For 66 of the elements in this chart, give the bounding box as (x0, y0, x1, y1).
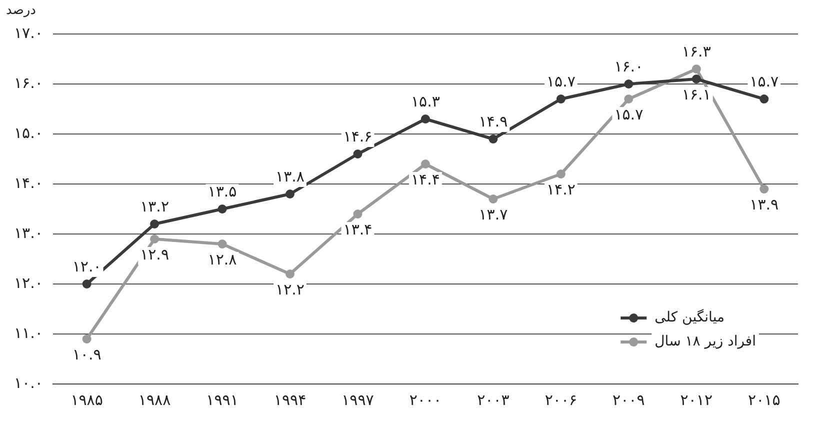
x-tick-label: ۱۹۸۸ (138, 390, 171, 409)
point (760, 184, 769, 194)
y-tick-label: ۱۴.۰ (14, 174, 43, 192)
x-tick-label: ۲۰۰۹ (612, 390, 645, 409)
x-tick-label: ۲۰۰۶ (544, 390, 578, 409)
point (556, 94, 566, 104)
point (353, 150, 362, 158)
data-label: ۱۵.۷ (614, 105, 644, 124)
y-tick-label: ۱۶.۰ (14, 74, 43, 92)
x-tick-label: ۲۰۱۲ (680, 390, 713, 409)
point (420, 114, 430, 124)
data-label: ۱۶.۰ (614, 57, 644, 76)
point (218, 204, 227, 214)
y-axis-title: درصد (6, 2, 36, 18)
data-label: ۱۲.۹ (140, 245, 170, 264)
data-label: ۱۵.۳ (410, 92, 440, 110)
y-tick-label: ۱۳.۰ (14, 224, 43, 242)
point (760, 94, 769, 104)
data-label: ۱۰.۹ (72, 345, 102, 364)
point (286, 270, 295, 278)
point (624, 80, 634, 88)
data-label: ۱۴.۴ (410, 170, 440, 188)
data-label: ۱۴.۲ (546, 180, 576, 198)
data-label: ۱۶.۳ (682, 42, 711, 60)
x-tick-label: ۱۹۹۷ (342, 390, 374, 409)
data-label: ۱۴.۶ (343, 127, 372, 146)
y-tick-label: ۱۵.۰ (14, 124, 43, 142)
legend-label: میانگین کلی (654, 308, 725, 326)
data-label: ۱۶.۱ (682, 85, 711, 104)
point (82, 280, 92, 288)
x-tick-label: ۱۹۹۱ (206, 390, 238, 409)
point (624, 94, 634, 104)
point (488, 194, 498, 204)
point (692, 64, 701, 74)
data-label: ۱۳.۸ (276, 167, 304, 186)
point (82, 334, 92, 344)
point (692, 74, 701, 84)
data-label: ۱۳.۲ (140, 197, 170, 216)
point (353, 210, 362, 218)
x-tick-label: ۲۰۰۳ (477, 390, 510, 409)
point (286, 190, 295, 198)
data-label: ۱۲.۸ (208, 250, 237, 268)
data-label: ۱۵.۷ (546, 72, 576, 90)
data-label: ۱۳.۷ (478, 205, 508, 224)
data-label: ۱۳.۹ (750, 195, 779, 214)
point (218, 240, 227, 248)
point (556, 170, 566, 178)
data-label: ۱۲.۰ (72, 257, 102, 276)
x-tick-label: ۱۹۸۵ (70, 390, 103, 409)
y-tick-label: ۱۱.۰ (14, 324, 43, 342)
data-label: ۱۴.۹ (478, 112, 508, 130)
data-label: ۱۲.۲ (276, 280, 304, 298)
x-tick-label: ۲۰۰۰ (409, 390, 442, 409)
data-label: ۱۳.۴ (343, 220, 372, 238)
point (150, 220, 160, 228)
legend-label: افراد زیر ۱۸ سال (654, 334, 756, 350)
point (150, 234, 160, 244)
point (488, 134, 498, 144)
data-label: ۱۵.۷ (750, 72, 779, 90)
y-tick-label: ۱۷.۰ (14, 24, 43, 42)
data-label: ۱۳.۵ (208, 182, 237, 200)
y-tick-label: ۱۲.۰ (14, 274, 43, 292)
y-tick-label: ۱۰.۰ (14, 374, 43, 392)
x-tick-label: ۱۹۹۴ (274, 390, 306, 409)
x-tick-label: ۲۰۱۵ (748, 390, 780, 409)
point (420, 160, 430, 168)
